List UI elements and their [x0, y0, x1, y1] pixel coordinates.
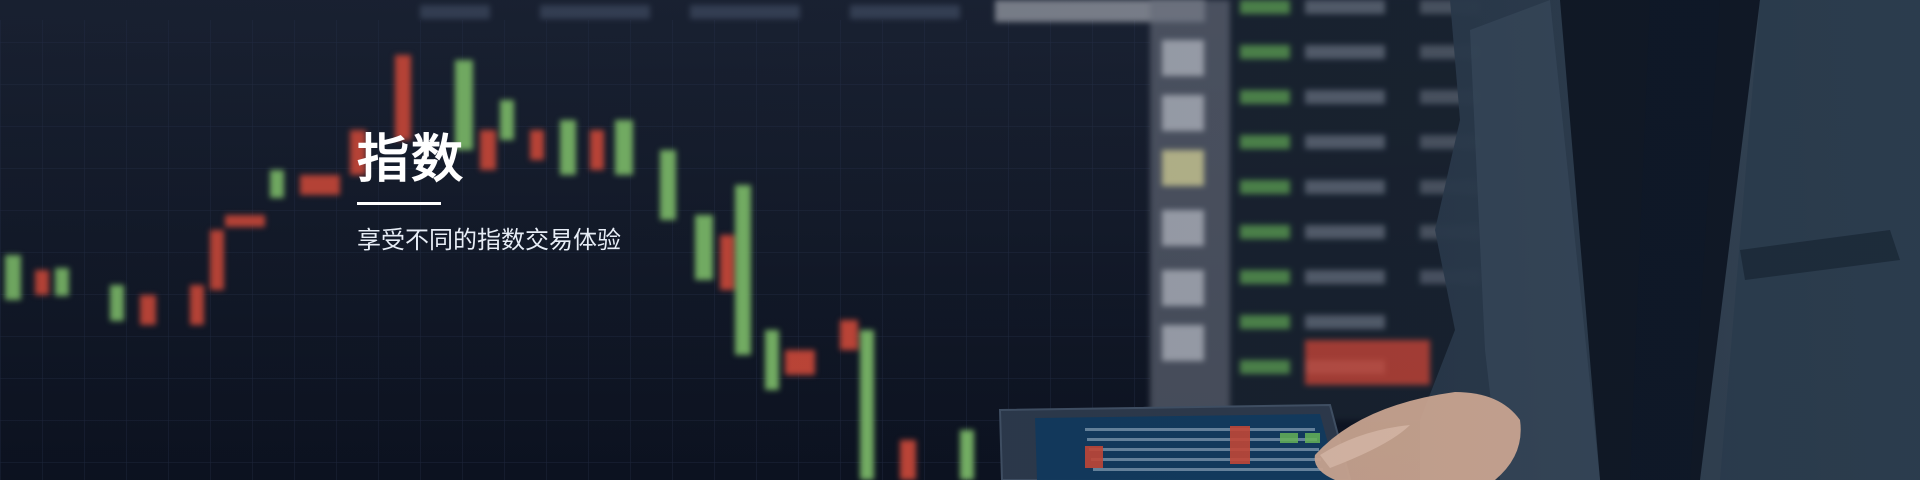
hero-text: 指数 享受不同的指数交易体验 — [357, 128, 621, 257]
title-underline — [357, 202, 441, 205]
page-subtitle: 享受不同的指数交易体验 — [357, 226, 621, 254]
page-title: 指数 — [357, 130, 466, 190]
